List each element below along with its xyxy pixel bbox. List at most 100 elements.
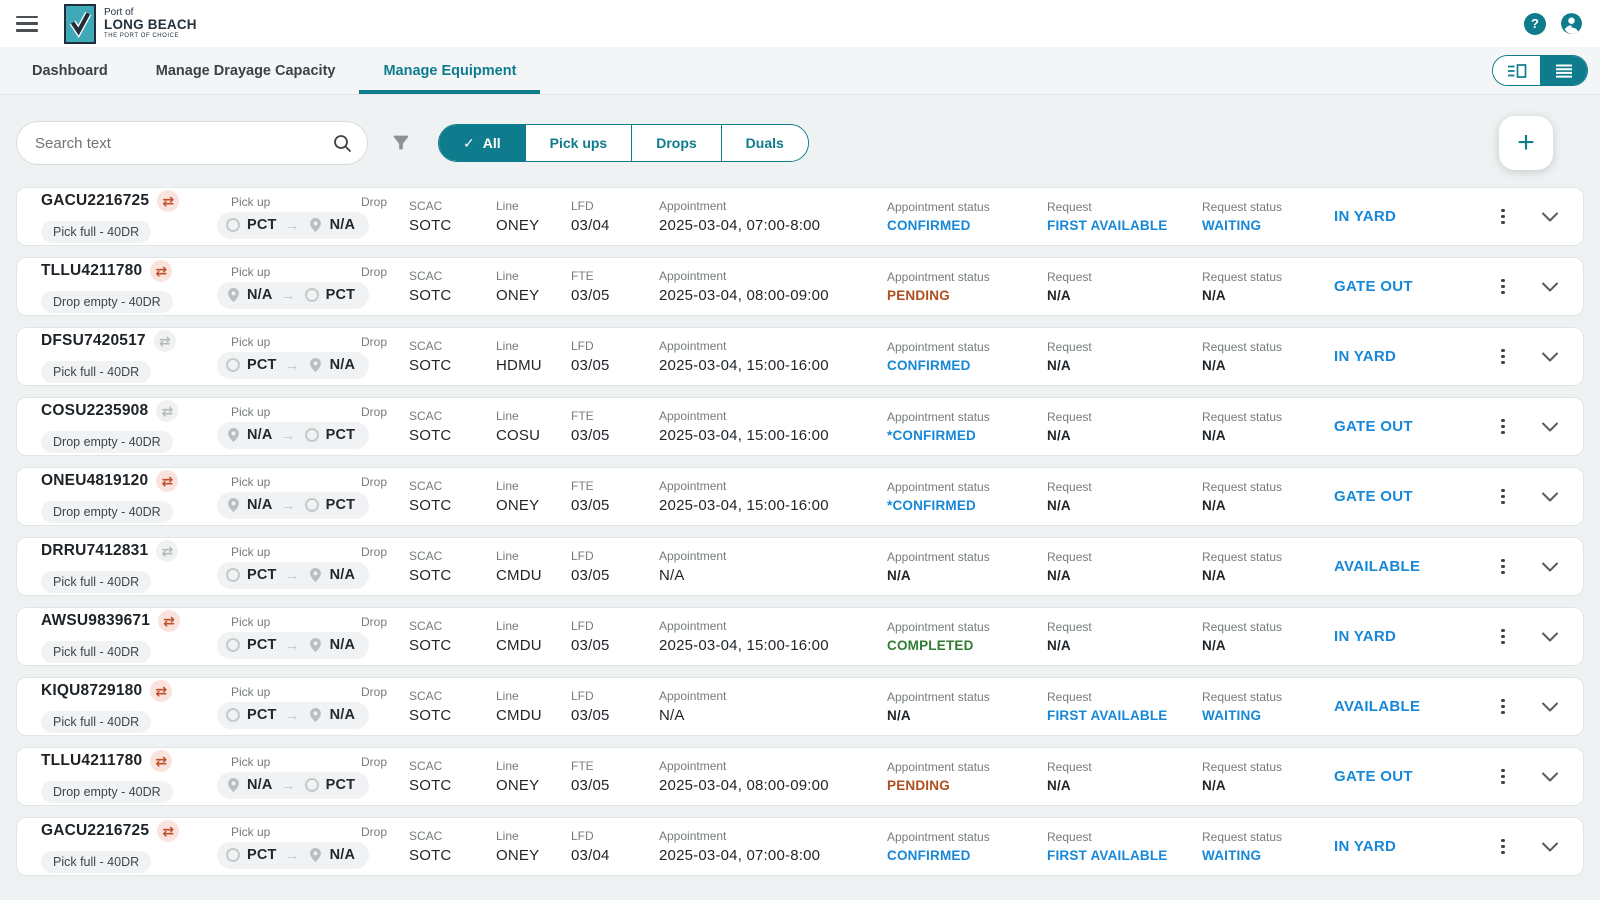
appointment-label: Appointment bbox=[659, 409, 727, 423]
chevron-down-icon[interactable] bbox=[1537, 347, 1563, 367]
equipment-status: AVAILABLE bbox=[1334, 558, 1421, 575]
move-type-badge: Pick full - 40DR bbox=[41, 641, 152, 663]
request-label: Request bbox=[1047, 830, 1092, 844]
chevron-down-icon[interactable] bbox=[1537, 277, 1563, 297]
row-menu-icon[interactable] bbox=[1480, 273, 1526, 301]
request-value: N/A bbox=[1047, 288, 1071, 303]
scac-value: SOTC bbox=[409, 357, 452, 374]
equipment-rows: GACU2216725 ⇄ Pick full - 40DR Pick up D… bbox=[16, 187, 1584, 876]
hamburger-menu-icon[interactable] bbox=[16, 15, 38, 32]
filter-all-button[interactable]: ✓ All bbox=[439, 125, 525, 161]
scac-cell: SCAC SOTC bbox=[409, 479, 496, 514]
chevron-down-icon[interactable] bbox=[1537, 557, 1563, 577]
drop-label: Drop bbox=[360, 404, 387, 419]
drop-label: Drop bbox=[360, 474, 387, 489]
filter-duals-button[interactable]: Duals bbox=[720, 125, 808, 161]
scac-cell: SCAC SOTC bbox=[409, 829, 496, 864]
tab-dashboard[interactable]: Dashboard bbox=[8, 47, 132, 94]
filter-icon[interactable] bbox=[390, 132, 412, 154]
equipment-row: GACU2216725 ⇄ Pick full - 40DR Pick up D… bbox=[16, 817, 1584, 876]
appointment-label: Appointment bbox=[659, 619, 727, 633]
detail-view-icon[interactable] bbox=[1493, 56, 1540, 85]
pickup-location-icon bbox=[225, 287, 241, 303]
line-cell: Line CMDU bbox=[496, 619, 571, 654]
appointment-cell: Appointment N/A bbox=[659, 689, 887, 724]
row-menu-icon[interactable] bbox=[1480, 203, 1526, 231]
chevron-down-icon[interactable] bbox=[1537, 837, 1563, 857]
row-menu-icon[interactable] bbox=[1480, 833, 1526, 861]
chevron-down-icon[interactable] bbox=[1537, 767, 1563, 787]
line-label: Line bbox=[496, 199, 519, 213]
request-label: Request bbox=[1047, 200, 1092, 214]
line-value: ONEY bbox=[496, 847, 540, 864]
request-status-label: Request status bbox=[1202, 690, 1283, 704]
container-id: AWSU9839671 bbox=[41, 612, 151, 629]
route-cell: Pick up Drop N/A → PCT bbox=[217, 405, 409, 449]
route-cell: Pick up Drop N/A → PCT bbox=[217, 755, 409, 799]
request-status-label: Request status bbox=[1202, 550, 1283, 564]
search-icon[interactable] bbox=[332, 133, 353, 154]
free-date-cell: LFD 03/04 bbox=[571, 829, 659, 864]
request-label: Request bbox=[1047, 340, 1092, 354]
row-menu-icon[interactable] bbox=[1480, 553, 1526, 581]
pickup-label: Pick up bbox=[231, 754, 271, 769]
chevron-down-icon[interactable] bbox=[1537, 207, 1563, 227]
arrow-right-icon: → bbox=[284, 706, 300, 724]
request-status-value: N/A bbox=[1202, 358, 1226, 373]
pickup-value: PCT bbox=[247, 637, 277, 653]
pickup-label: Pick up bbox=[231, 264, 271, 279]
tab-manage-equipment[interactable]: Manage Equipment bbox=[359, 47, 541, 94]
search-input[interactable] bbox=[35, 134, 332, 152]
appointment-cell: Appointment 2025-03-04, 08:00-09:00 bbox=[659, 269, 887, 304]
request-value: N/A bbox=[1047, 498, 1071, 513]
help-icon[interactable]: ? bbox=[1524, 12, 1546, 35]
drop-value: N/A bbox=[329, 357, 356, 373]
move-type-badge: Drop empty - 40DR bbox=[41, 501, 173, 523]
line-label: Line bbox=[496, 479, 519, 493]
arrow-right-icon: → bbox=[284, 636, 300, 654]
route-cell: Pick up Drop PCT → N/A bbox=[217, 335, 409, 379]
scac-value: SOTC bbox=[409, 287, 452, 304]
scac-label: SCAC bbox=[409, 829, 443, 843]
drop-label: Drop bbox=[360, 614, 387, 629]
drop-value: N/A bbox=[329, 707, 356, 723]
scac-value: SOTC bbox=[409, 497, 452, 514]
row-menu-icon[interactable] bbox=[1480, 763, 1526, 791]
row-menu-icon[interactable] bbox=[1480, 623, 1526, 651]
route-cell: Pick up Drop N/A → PCT bbox=[217, 265, 409, 309]
tab-bar: Dashboard Manage Drayage Capacity Manage… bbox=[0, 47, 1600, 95]
equipment-row: AWSU9839671 ⇄ Pick full - 40DR Pick up D… bbox=[16, 607, 1584, 666]
request-label: Request bbox=[1047, 270, 1092, 284]
request-status-value: N/A bbox=[1202, 288, 1226, 303]
row-menu-icon[interactable] bbox=[1480, 343, 1526, 371]
chevron-down-icon[interactable] bbox=[1537, 627, 1563, 647]
filter-drops-button[interactable]: Drops bbox=[631, 125, 721, 161]
list-view-icon[interactable] bbox=[1540, 56, 1587, 85]
tab-manage-drayage-capacity[interactable]: Manage Drayage Capacity bbox=[132, 47, 360, 94]
row-menu-icon[interactable] bbox=[1480, 693, 1526, 721]
scac-cell: SCAC SOTC bbox=[409, 759, 496, 794]
chevron-down-icon[interactable] bbox=[1537, 487, 1563, 507]
request-label: Request bbox=[1047, 690, 1092, 704]
pickup-location-icon bbox=[225, 567, 241, 583]
pickup-value: N/A bbox=[247, 427, 273, 443]
arrow-right-icon: → bbox=[284, 566, 300, 584]
appointment-cell: Appointment 2025-03-04, 07:00-8:00 bbox=[659, 199, 887, 234]
chevron-down-icon[interactable] bbox=[1537, 697, 1563, 717]
chevron-down-icon[interactable] bbox=[1537, 417, 1563, 437]
request-status-value: N/A bbox=[1202, 638, 1226, 653]
add-equipment-button[interactable]: + bbox=[1499, 116, 1553, 170]
appointment-cell: Appointment 2025-03-04, 08:00-09:00 bbox=[659, 759, 887, 794]
filter-pickups-button[interactable]: Pick ups bbox=[524, 125, 632, 161]
account-icon[interactable] bbox=[1558, 11, 1584, 37]
row-menu-icon[interactable] bbox=[1480, 413, 1526, 441]
route-cell: Pick up Drop PCT → N/A bbox=[217, 685, 409, 729]
scac-value: SOTC bbox=[409, 777, 452, 794]
drop-value: PCT bbox=[325, 287, 356, 303]
container-id: KIQU8729180 bbox=[41, 682, 143, 699]
request-cell: Request N/A bbox=[1047, 270, 1202, 303]
route-cell: Pick up Drop PCT → N/A bbox=[217, 195, 409, 239]
search-box bbox=[16, 121, 368, 165]
request-value: FIRST AVAILABLE bbox=[1047, 218, 1168, 233]
row-menu-icon[interactable] bbox=[1480, 483, 1526, 511]
